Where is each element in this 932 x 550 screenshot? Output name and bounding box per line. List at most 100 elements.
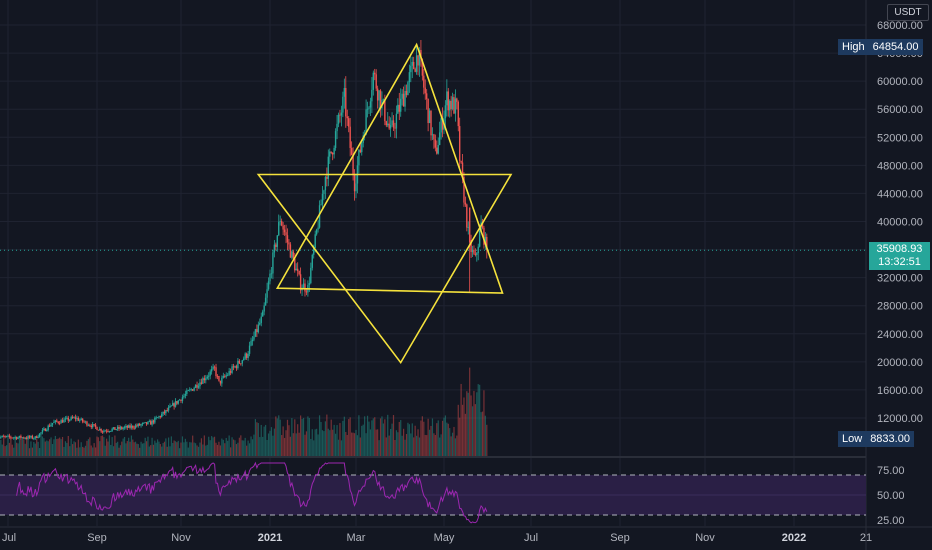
volume-bar bbox=[247, 440, 249, 456]
candle-body bbox=[336, 123, 338, 132]
candle-body bbox=[368, 107, 370, 109]
candle-body bbox=[451, 97, 454, 109]
volume-bar bbox=[209, 440, 211, 456]
candle-body bbox=[346, 116, 348, 119]
volume-bar bbox=[404, 439, 406, 456]
candle-body bbox=[205, 378, 207, 381]
candle-body bbox=[48, 425, 51, 427]
candle-body bbox=[148, 421, 151, 423]
volume-bar bbox=[326, 414, 328, 456]
volume-bar bbox=[279, 419, 281, 456]
candle-body bbox=[244, 353, 246, 359]
volume-bar bbox=[82, 446, 84, 456]
volume-bar bbox=[368, 421, 370, 456]
candle-body bbox=[20, 435, 22, 438]
volume-bar bbox=[417, 429, 419, 456]
volume-bar bbox=[0, 439, 2, 456]
candle-body bbox=[107, 431, 109, 432]
candle-body bbox=[77, 418, 80, 421]
candle-body bbox=[317, 227, 319, 230]
candle-body bbox=[279, 221, 281, 222]
candle-body bbox=[156, 417, 159, 419]
volume-bar bbox=[431, 418, 434, 456]
volume-bar bbox=[353, 433, 356, 456]
volume-bar bbox=[69, 446, 71, 456]
candle-body bbox=[100, 428, 102, 432]
volume-bar bbox=[71, 444, 74, 456]
candle-body bbox=[324, 177, 327, 191]
candle-body bbox=[170, 405, 173, 407]
candle-body bbox=[159, 416, 162, 418]
volume-bar bbox=[288, 425, 290, 456]
volume-bar bbox=[307, 416, 309, 456]
volume-bar bbox=[86, 440, 88, 456]
volume-bar bbox=[224, 443, 226, 456]
volume-bar bbox=[278, 415, 280, 456]
volume-bar bbox=[415, 435, 418, 456]
candle-body bbox=[114, 427, 116, 430]
volume-bar bbox=[443, 417, 445, 456]
candle-body bbox=[210, 369, 213, 372]
volume-bar bbox=[46, 440, 48, 456]
star-drawing[interactable] bbox=[256, 42, 513, 365]
candle-body bbox=[134, 425, 137, 428]
volume-bar bbox=[342, 420, 344, 456]
volume-bar bbox=[176, 442, 178, 456]
price-scale[interactable]: 68000.0064000.0060000.0056000.0052000.00… bbox=[877, 20, 923, 527]
candle-body bbox=[387, 123, 389, 126]
candle-body bbox=[401, 93, 403, 99]
volume-bar bbox=[352, 432, 354, 456]
volume-bar bbox=[477, 384, 479, 456]
candle-body bbox=[404, 90, 406, 107]
volume-bar bbox=[41, 436, 44, 456]
volume-bar bbox=[262, 436, 264, 456]
candle-body bbox=[245, 353, 248, 358]
candle-body bbox=[342, 96, 344, 113]
candle-body bbox=[93, 424, 95, 426]
volume-bar bbox=[346, 434, 348, 456]
price-tick-label: 12000.00 bbox=[877, 413, 923, 425]
volume-bar bbox=[359, 437, 361, 456]
volume-bar bbox=[401, 435, 403, 456]
rsi-line bbox=[16, 461, 488, 524]
candle-body bbox=[454, 98, 457, 114]
volume-bar bbox=[219, 445, 221, 456]
candle-body bbox=[190, 389, 192, 391]
volume-bar bbox=[37, 441, 39, 456]
candle-body bbox=[385, 121, 387, 126]
volume-bar bbox=[426, 435, 428, 456]
candle-body bbox=[181, 397, 184, 401]
volume-bar bbox=[469, 367, 471, 456]
volume-bar bbox=[59, 437, 61, 456]
candle-body bbox=[143, 422, 145, 424]
candle-body bbox=[232, 366, 235, 368]
candle-body bbox=[359, 149, 362, 153]
candle-body bbox=[484, 236, 487, 245]
candle-body bbox=[189, 389, 191, 391]
candle-body bbox=[129, 425, 131, 428]
candle-body bbox=[208, 375, 210, 377]
candle-body bbox=[355, 183, 357, 192]
volume-bar bbox=[254, 419, 257, 456]
volume-bar bbox=[206, 444, 208, 456]
price-tick-label: 32000.00 bbox=[877, 273, 923, 285]
volume-bar bbox=[318, 415, 321, 456]
time-scale[interactable]: Jul Sep Nov 2021 Mar May Jul Sep Nov 2022 21 bbox=[2, 532, 872, 544]
candle-body bbox=[395, 113, 398, 129]
candle-body bbox=[28, 436, 31, 438]
candle-body bbox=[27, 436, 29, 439]
volume-bar bbox=[434, 435, 436, 456]
candle-body bbox=[154, 417, 156, 423]
candle-body bbox=[96, 426, 98, 430]
volume-bar bbox=[418, 437, 421, 456]
candle-body bbox=[70, 417, 72, 420]
volume-bar bbox=[327, 428, 329, 456]
candle-body bbox=[375, 74, 377, 89]
candle-body bbox=[178, 399, 181, 401]
currency-label[interactable]: USDT bbox=[887, 4, 929, 21]
time-tick-label: Sep bbox=[610, 532, 630, 544]
volume-bar bbox=[329, 430, 331, 456]
volume-bar bbox=[187, 447, 189, 456]
